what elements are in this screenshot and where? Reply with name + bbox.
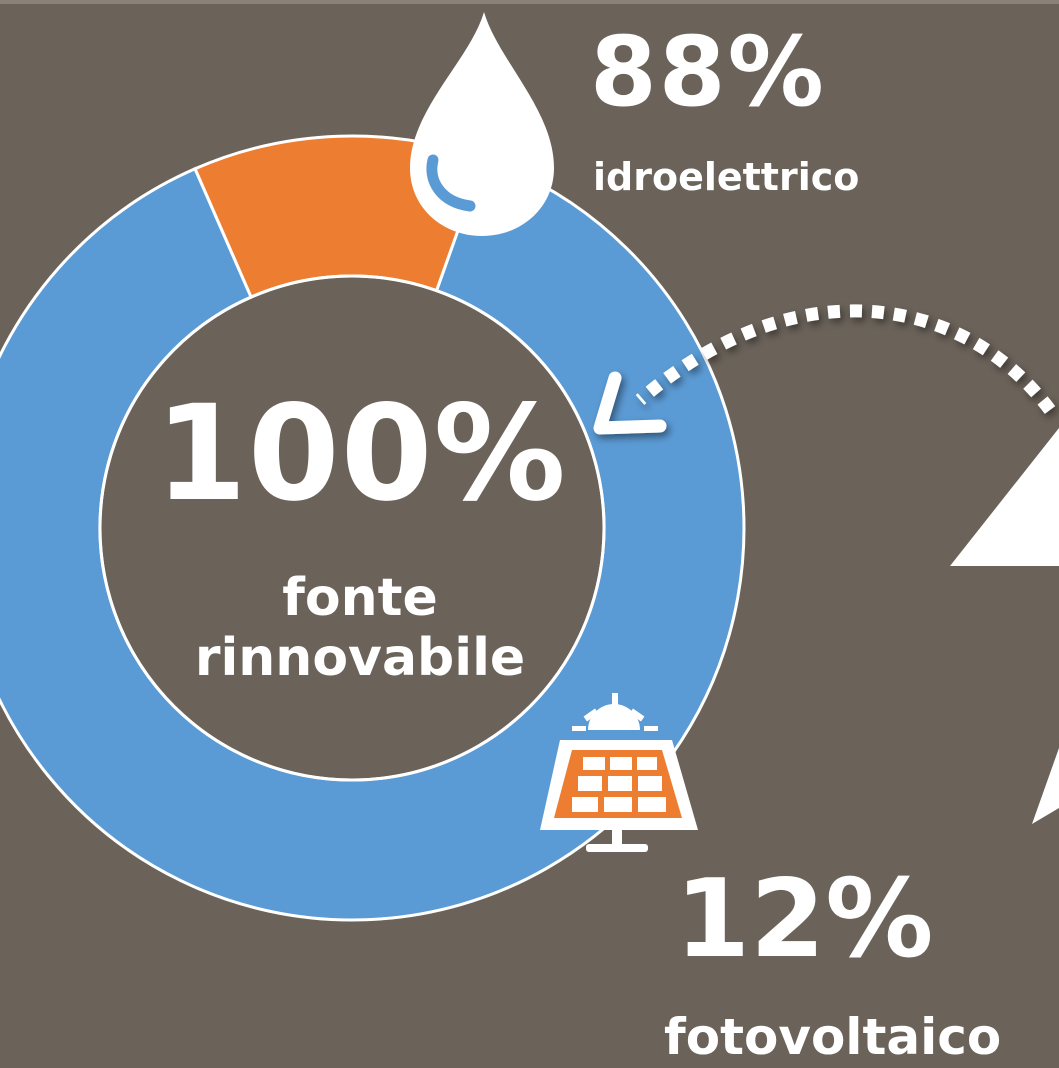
hydro-percentage: 88% <box>590 16 826 128</box>
solar-panel-icon <box>540 693 698 852</box>
top-border <box>0 0 1059 4</box>
center-value: 100% <box>155 377 567 531</box>
water-drop-icon <box>410 12 554 236</box>
donut-inner-ring <box>98 274 606 782</box>
hydro-label: idroelettrico <box>593 155 860 199</box>
pv-label: fotovoltaico <box>664 1008 1002 1066</box>
dotted-curved-arrow-icon <box>593 304 1056 435</box>
lightning-bolt-icon <box>950 428 1059 824</box>
center-label: fonte rinnovabile <box>150 568 570 689</box>
pv-percentage: 12% <box>675 857 934 982</box>
center-label-text: fonte rinnovabile <box>194 568 526 689</box>
